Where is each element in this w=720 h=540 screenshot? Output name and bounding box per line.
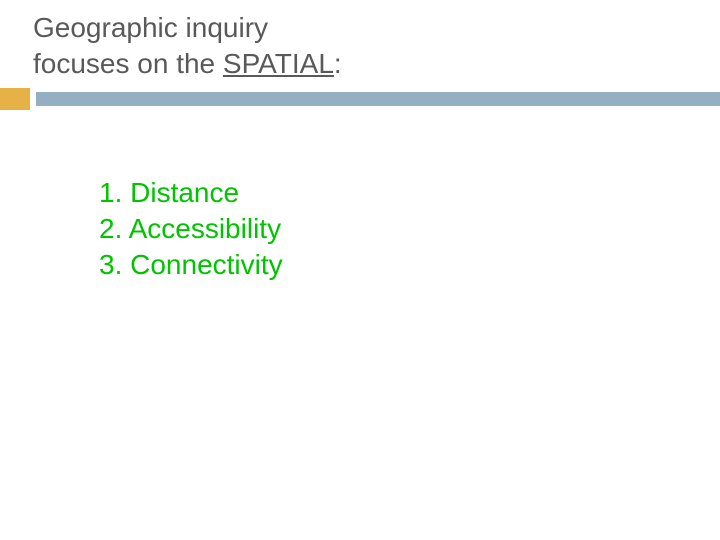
body-list: 1. Distance 2. Accessibility 3. Connecti…: [99, 175, 283, 283]
slide-title: Geographic inquiry focuses on the SPATIA…: [33, 10, 342, 82]
list-item: 1. Distance: [99, 175, 283, 211]
slide: Geographic inquiry focuses on the SPATIA…: [0, 0, 720, 540]
title-line-1: Geographic inquiry: [33, 10, 342, 46]
list-item: 2. Accessibility: [99, 211, 283, 247]
list-item: 3. Connectivity: [99, 247, 283, 283]
title-line-2-pre: focuses on the: [33, 48, 223, 79]
title-line-2-post: :: [334, 48, 342, 79]
title-underlined-word: SPATIAL: [223, 48, 334, 79]
title-line-2: focuses on the SPATIAL:: [33, 46, 342, 82]
accent-square: [0, 88, 30, 110]
accent-bar: [36, 92, 720, 106]
